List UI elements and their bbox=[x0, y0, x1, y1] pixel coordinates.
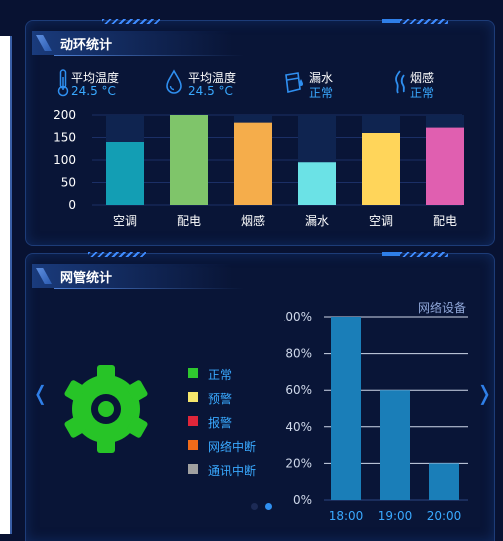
chart-title: 网络设备 bbox=[418, 300, 466, 315]
y-tick-label: 20% bbox=[285, 456, 312, 470]
bar bbox=[429, 463, 459, 500]
network-panel-title: 网管统计 bbox=[60, 271, 113, 286]
stat-value: 正常 bbox=[410, 86, 435, 100]
stat-label: 烟感 bbox=[410, 71, 435, 85]
panel-deco bbox=[382, 252, 400, 256]
carousel-prev-arrow[interactable]: ❬ bbox=[32, 381, 49, 405]
env-stats-panel: 动环统计 平均温度 24.5 °C 平均温度 24.5 °C 漏水 正常 bbox=[25, 19, 495, 246]
legend-label: 预警 bbox=[208, 392, 233, 406]
env-panel-title: 动环统计 bbox=[60, 38, 113, 53]
stat-value: 正常 bbox=[309, 86, 334, 100]
y-tick-label: 0 bbox=[68, 198, 76, 212]
gear-icon bbox=[64, 365, 148, 453]
left-white-area bbox=[0, 36, 12, 534]
env-panel-header: 动环统计 bbox=[32, 31, 252, 56]
legend-swatch bbox=[188, 368, 198, 378]
network-bar-chart: 网络设备 0% 20% 40% 60% 80% 100% 18:00 19:00 20:00 bbox=[284, 300, 468, 523]
network-panel-header: 网管统计 bbox=[32, 264, 252, 289]
legend-label: 通讯中断 bbox=[208, 464, 257, 478]
panel-deco bbox=[382, 19, 400, 23]
stat-smoke: 烟感 正常 bbox=[392, 67, 482, 107]
y-tick-label: 100% bbox=[284, 310, 312, 324]
legend-label: 网络中断 bbox=[208, 440, 257, 454]
x-tick-label: 烟感 bbox=[241, 213, 265, 228]
stat-value: 24.5 °C bbox=[188, 84, 233, 98]
pager-dot[interactable] bbox=[251, 503, 258, 510]
bar bbox=[362, 133, 400, 205]
thermometer-icon bbox=[57, 69, 69, 97]
x-tick-label: 空调 bbox=[113, 214, 137, 228]
legend-label: 正常 bbox=[208, 368, 233, 382]
y-tick-label: 0% bbox=[293, 493, 312, 507]
y-tick-label: 200 bbox=[53, 109, 76, 122]
panel-deco bbox=[400, 252, 448, 257]
bar bbox=[106, 142, 144, 205]
water-leak-icon bbox=[285, 72, 303, 93]
stat-label: 平均温度 bbox=[71, 71, 120, 85]
bar bbox=[331, 317, 361, 500]
stat-label: 平均温度 bbox=[188, 71, 237, 85]
x-tick-label: 配电 bbox=[177, 214, 201, 228]
left-edge-panel bbox=[0, 0, 16, 541]
legend-label: 报警 bbox=[208, 416, 233, 430]
panel-deco bbox=[102, 19, 160, 24]
x-tick-label: 配电 bbox=[433, 214, 457, 228]
carousel-next-arrow[interactable]: ❭ bbox=[476, 381, 493, 405]
x-tick-label: 空调 bbox=[369, 214, 393, 228]
legend-swatch bbox=[188, 392, 198, 402]
stat-value: 24.5 °C bbox=[71, 84, 116, 98]
panel-deco bbox=[400, 19, 448, 24]
panel-deco bbox=[88, 252, 146, 257]
y-tick-label: 50 bbox=[61, 176, 76, 190]
legend-swatch bbox=[188, 440, 198, 450]
network-stats-panel: 网管统计 ❬ ❭ 正常预警报警网络中断通讯中断 网络设备 0% 20% 40% 60% 8… bbox=[25, 252, 495, 541]
bar bbox=[298, 162, 336, 205]
smoke-icon bbox=[395, 70, 405, 94]
stat-water-leak: 漏水 正常 bbox=[282, 67, 372, 107]
stat-avg-temp-1: 平均温度 24.5 °C bbox=[57, 67, 157, 107]
legend-swatch bbox=[188, 464, 198, 474]
x-tick-label: 18:00 bbox=[329, 509, 364, 523]
bar bbox=[170, 115, 208, 205]
x-tick-label: 20:00 bbox=[427, 509, 462, 523]
y-tick-label: 40% bbox=[285, 420, 312, 434]
y-tick-label: 60% bbox=[285, 383, 312, 397]
env-bar-chart: 0 50 100 150 200 空调 配电 烟感 漏水 空调 配电 bbox=[53, 109, 464, 228]
y-tick-label: 150 bbox=[53, 131, 76, 145]
water-drop-icon bbox=[166, 69, 182, 94]
x-tick-label: 19:00 bbox=[378, 509, 413, 523]
bar bbox=[234, 122, 272, 205]
bar bbox=[426, 127, 464, 205]
pager-dot-active[interactable] bbox=[265, 503, 272, 510]
stat-label: 漏水 bbox=[309, 71, 334, 85]
stat-avg-temp-2: 平均温度 24.5 °C bbox=[166, 67, 268, 107]
legend-swatch bbox=[188, 416, 198, 426]
y-tick-label: 100 bbox=[53, 153, 76, 167]
bar bbox=[380, 390, 410, 500]
x-tick-label: 漏水 bbox=[305, 214, 329, 228]
y-tick-label: 80% bbox=[285, 347, 312, 361]
